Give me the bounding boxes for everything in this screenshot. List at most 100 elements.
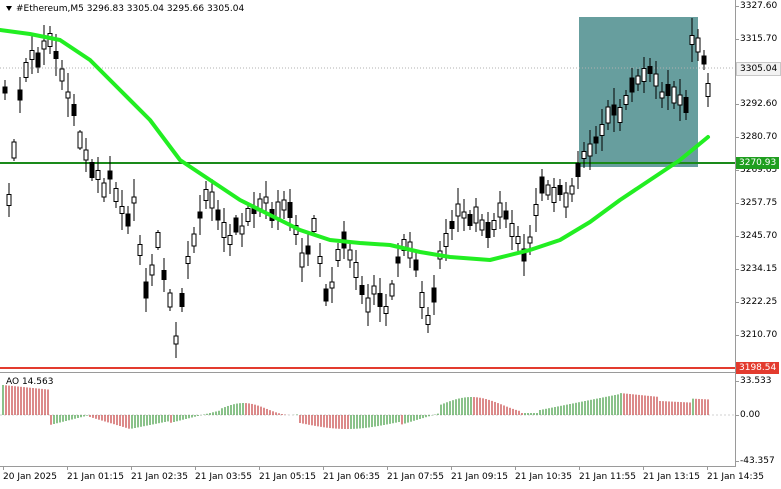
time-label: 21 Jan 03:55 — [195, 472, 252, 482]
candle-body — [389, 283, 395, 297]
candle-body — [539, 176, 545, 194]
dropdown-triangle-icon — [6, 6, 12, 11]
candle-body — [197, 211, 203, 219]
price-tick-label: 3222.25 — [740, 297, 778, 307]
candle-body — [359, 285, 365, 295]
candle-body — [425, 315, 431, 325]
candle-body — [179, 293, 185, 307]
pane-divider[interactable] — [0, 372, 735, 373]
price-tick-mark — [735, 137, 739, 138]
candle-body — [461, 211, 467, 219]
candle-body — [497, 202, 503, 218]
candle-body — [377, 293, 383, 307]
candle-body — [311, 218, 317, 232]
candle-body — [131, 196, 137, 204]
time-label: 21 Jan 11:55 — [579, 472, 636, 482]
candle-body — [665, 84, 671, 96]
candle-body — [221, 222, 227, 238]
candle-body — [35, 52, 41, 68]
candle-body — [71, 104, 77, 116]
time-label: 21 Jan 13:15 — [643, 472, 700, 482]
time-label: 21 Jan 09:15 — [451, 472, 508, 482]
candle-body — [365, 297, 371, 313]
candle-body — [599, 124, 605, 136]
candle-body — [347, 249, 353, 261]
level-price-tag: 3270.93 — [736, 157, 780, 169]
time-tick-mark — [323, 466, 324, 470]
candle-body — [83, 149, 89, 161]
candle-body — [635, 75, 641, 85]
candle-body — [659, 91, 665, 99]
price-tick-label: 3234.15 — [740, 264, 778, 274]
candle-body — [473, 206, 479, 224]
candle-body — [671, 86, 677, 104]
time-label: 21 Jan 05:15 — [259, 472, 316, 482]
time-axis-line — [0, 466, 736, 467]
ao-tick-label: 33.533 — [740, 376, 772, 386]
candle-body — [191, 233, 197, 247]
moving-average-line[interactable] — [0, 28, 710, 262]
price-tick-mark — [735, 236, 739, 237]
candle-body — [419, 292, 425, 308]
time-label: 21 Jan 07:55 — [387, 472, 444, 482]
price-tick-label: 3245.70 — [740, 231, 778, 241]
candle-body — [101, 182, 107, 198]
chart-title: #Ethereum,M5 3296.83 3305.04 3295.66 330… — [6, 4, 244, 15]
price-tick-mark — [735, 170, 739, 171]
candle-body — [623, 95, 629, 105]
candle-body — [593, 136, 599, 144]
candle-body — [239, 225, 245, 235]
candle-body — [215, 209, 221, 221]
ao-tick-mark — [735, 461, 739, 462]
time-label: 21 Jan 06:35 — [323, 472, 380, 482]
candle-body — [653, 73, 659, 87]
candle-body — [641, 68, 647, 82]
candle-body — [89, 162, 95, 178]
candle-body — [551, 187, 557, 203]
candle-body — [305, 245, 311, 255]
candle-body — [335, 249, 341, 261]
candle-body — [563, 192, 569, 208]
candle-body — [683, 97, 689, 113]
candle-body — [575, 163, 581, 177]
price-tick-mark — [735, 104, 739, 105]
candle-body — [287, 202, 293, 218]
candle-body — [605, 106, 611, 124]
price-tick-label: 3327.60 — [740, 1, 778, 11]
candle-body — [161, 270, 167, 280]
candle-body — [281, 199, 287, 211]
candle-body — [395, 256, 401, 264]
candle-body — [317, 256, 323, 264]
candle-body — [611, 104, 617, 116]
time-tick-mark — [259, 466, 260, 470]
time-label: 21 Jan 14:35 — [707, 472, 764, 482]
candle-body — [545, 184, 551, 196]
candle-body — [119, 206, 125, 214]
time-tick-mark — [515, 466, 516, 470]
time-tick-mark — [387, 466, 388, 470]
candle-body — [173, 335, 179, 345]
time-label: 21 Jan 02:35 — [131, 472, 188, 482]
time-tick-mark — [3, 466, 4, 470]
candle-body — [695, 37, 701, 53]
low-level-price-tag: 3198.54 — [736, 362, 780, 374]
candle-body — [521, 248, 527, 262]
candle-body — [2, 86, 8, 94]
ao-tick-mark — [735, 381, 739, 382]
time-tick-mark — [579, 466, 580, 470]
price-tick-mark — [735, 335, 739, 336]
candle-body — [617, 107, 623, 123]
candle-body — [125, 213, 131, 227]
ao-tick-mark — [735, 415, 739, 416]
candle-body — [275, 201, 281, 219]
time-tick-mark — [451, 466, 452, 470]
candle-body — [449, 221, 455, 229]
candle-body — [245, 208, 251, 222]
price-tick-mark — [735, 302, 739, 303]
candle-body — [143, 281, 149, 299]
candle-body — [705, 83, 711, 97]
candle-body — [185, 256, 191, 264]
candle-body — [581, 151, 587, 159]
candle-body — [203, 189, 209, 201]
